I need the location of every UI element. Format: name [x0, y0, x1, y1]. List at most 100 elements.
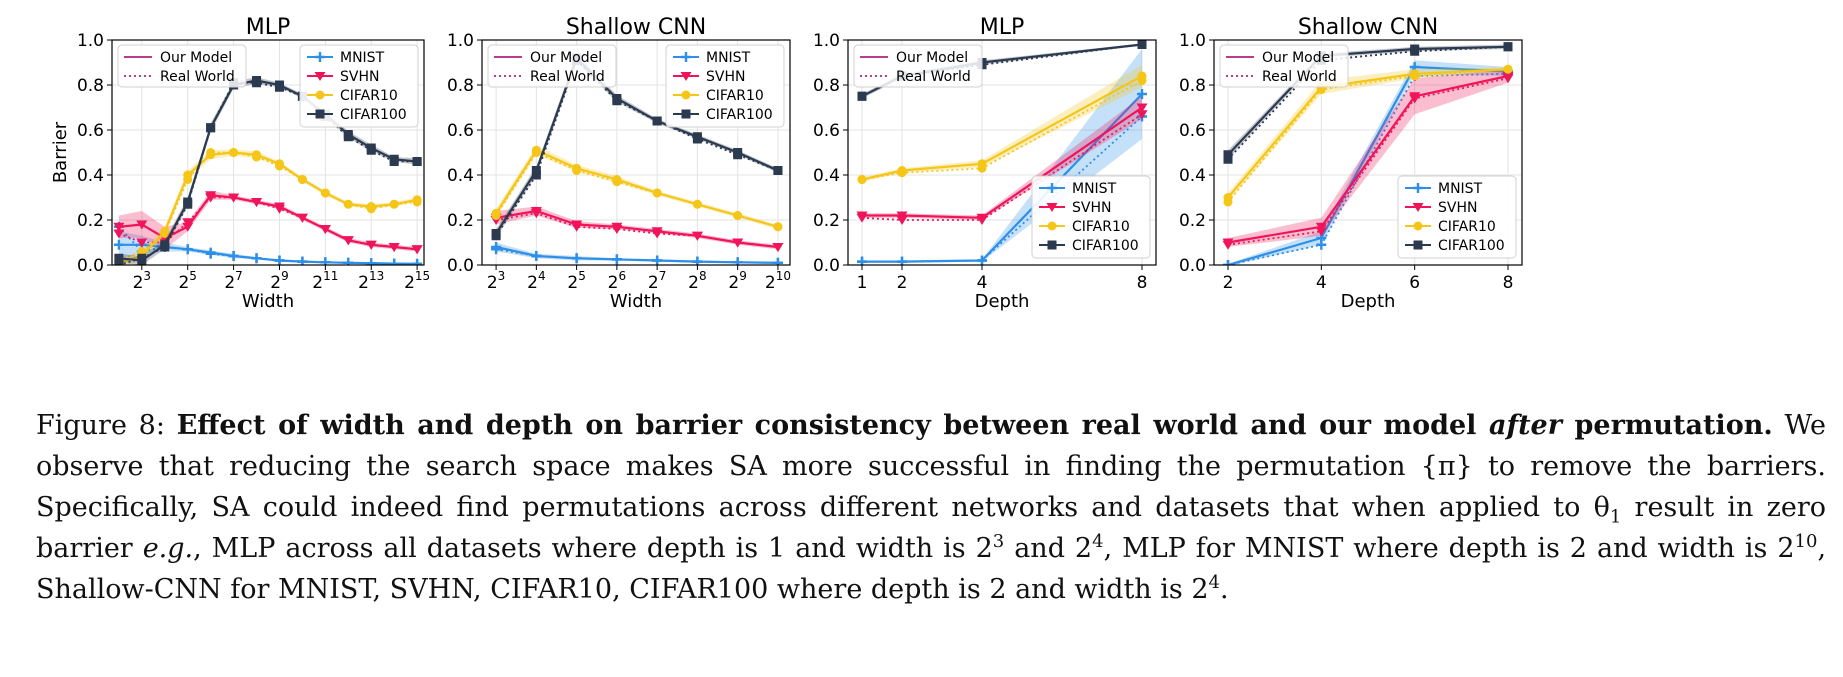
legend-marker-cifar100	[1047, 240, 1057, 250]
data-point-real	[692, 199, 702, 209]
data-point-real	[206, 148, 216, 157]
series-cifar10	[114, 148, 422, 265]
data-point-real	[977, 255, 987, 265]
legend-marker-svhn	[1412, 203, 1424, 212]
data-point-real	[183, 175, 193, 184]
series-cifar10	[857, 64, 1147, 184]
model-line	[495, 209, 779, 249]
caption-figure-label: Figure 8:	[36, 410, 165, 441]
legend-marker-cifar10	[1047, 221, 1057, 231]
data-point-real	[343, 199, 353, 209]
x-tick-label: 215	[404, 269, 430, 293]
legend-label-mnist: MNIST	[1072, 181, 1117, 197]
x-tick-label: 29	[728, 269, 746, 293]
x-tick-label: 27	[648, 269, 666, 293]
y-tick-label: 0.0	[77, 256, 104, 276]
legend-marker-svhn	[1046, 203, 1058, 212]
x-tick-label: 25	[567, 269, 585, 293]
x-tick-label: 4	[1316, 273, 1327, 293]
legend-box	[1397, 175, 1517, 259]
data-point-real	[733, 150, 743, 160]
data-point-real	[530, 209, 542, 219]
chart-panel-1: 0.0 0.2 0.4 0.6 0.8 1.0 23 25 27 29 211 213 215 MLP Wi…	[50, 15, 430, 312]
legend-marker-mnist	[1413, 183, 1423, 193]
x-axis-label: Depth	[1341, 291, 1396, 312]
data-point-real	[1222, 240, 1234, 250]
data-point-real	[491, 244, 502, 255]
caption-text-7: .	[1220, 574, 1229, 605]
data-point-real	[296, 213, 308, 223]
y-tick-label: 0.0	[1179, 256, 1206, 276]
series-svhn	[856, 96, 1148, 225]
chart-panel-3: 0.0 0.2 0.4 0.6 0.8 1.0 1 2 4 8 MLP Depth Our Model R…	[813, 15, 1157, 312]
data-point-real	[1223, 260, 1233, 265]
data-point-real	[229, 148, 239, 157]
series-cifar10	[491, 145, 783, 232]
legend-box	[299, 44, 419, 128]
caption-eg: e.g.	[142, 533, 194, 564]
x-tick-label: 29	[270, 269, 288, 293]
real-world-line	[861, 113, 1143, 221]
confidence-band	[118, 149, 418, 265]
model-line	[862, 106, 1143, 219]
data-point-real	[160, 229, 170, 238]
data-point-real	[366, 258, 377, 265]
model-line	[1227, 68, 1509, 199]
legend-label-cifar100: CIFAR100	[1438, 238, 1505, 254]
data-point-real	[412, 197, 422, 207]
legend-label-real: Real World	[160, 69, 235, 85]
data-point-real	[1316, 239, 1327, 250]
chart-title: Shallow CNN	[1298, 15, 1438, 40]
data-point-real	[772, 257, 783, 265]
data-point-model	[1136, 103, 1148, 113]
data-point-real	[113, 229, 125, 239]
x-tick-label: 2	[1223, 273, 1234, 293]
y-tick-label: 1.0	[1179, 31, 1206, 51]
data-point-real	[411, 245, 423, 255]
legend-label-cifar100: CIFAR100	[706, 107, 773, 123]
data-point-real	[1223, 197, 1233, 207]
y-tick-label: 0.6	[77, 121, 104, 141]
chart-panel-4: 0.0 0.2 0.4 0.6 0.8 1.0 2 4 6 8 Shallow CNN Depth Ou…	[1179, 15, 1523, 312]
data-point-real	[897, 168, 907, 178]
legend-label-svhn: SVHN	[1072, 200, 1111, 216]
data-point-real	[274, 161, 284, 171]
data-point-real	[136, 238, 148, 248]
model-line	[1227, 45, 1509, 156]
x-tick-label: 26	[608, 269, 626, 293]
y-tick-label: 0.2	[1179, 211, 1206, 231]
data-point-real	[205, 193, 217, 203]
y-tick-label: 0.4	[447, 166, 474, 186]
real-world-line	[1227, 77, 1509, 246]
legend-label-model: Our Model	[530, 50, 602, 66]
data-point-real	[1223, 154, 1233, 164]
data-point-real	[160, 242, 170, 252]
caption-sup-2: 4	[1092, 531, 1104, 552]
data-point-real	[251, 253, 262, 264]
legend-label-cifar10: CIFAR10	[340, 88, 398, 104]
data-point-real	[1137, 40, 1147, 49]
legend-datasets: MNIST SVHN CIFAR10 CIFAR100	[665, 44, 785, 128]
model-line	[861, 75, 1143, 181]
data-point-real	[1503, 42, 1513, 52]
plot-frame	[847, 39, 1157, 266]
data-point-real	[320, 257, 331, 265]
x-tick-label: 28	[688, 269, 706, 293]
data-point-real	[772, 243, 784, 252]
model-line	[495, 245, 778, 264]
x-tick-label: 8	[1503, 273, 1514, 293]
data-point-real	[206, 123, 216, 133]
caption-title-part-1: Effect of width and depth on barrier con…	[176, 410, 1477, 441]
caption-sup-3: 10	[1794, 531, 1818, 552]
data-point-real	[343, 257, 354, 265]
data-point-real	[1137, 76, 1147, 85]
data-point-real	[977, 163, 987, 173]
caption-title-part-2: permutation.	[1574, 410, 1773, 441]
legend-model: Our Model Real World	[117, 44, 247, 88]
chart-panel-2: 0.0 0.2 0.4 0.6 0.8 1.0 23 24 25 26 27 28 29 210 Shall…	[447, 15, 791, 312]
y-tick-label: 0.6	[447, 121, 474, 141]
data-point-real	[412, 258, 423, 265]
x-tick-label: 23	[133, 269, 151, 293]
data-point-real	[531, 148, 541, 157]
y-tick-label: 0.6	[1179, 121, 1206, 141]
